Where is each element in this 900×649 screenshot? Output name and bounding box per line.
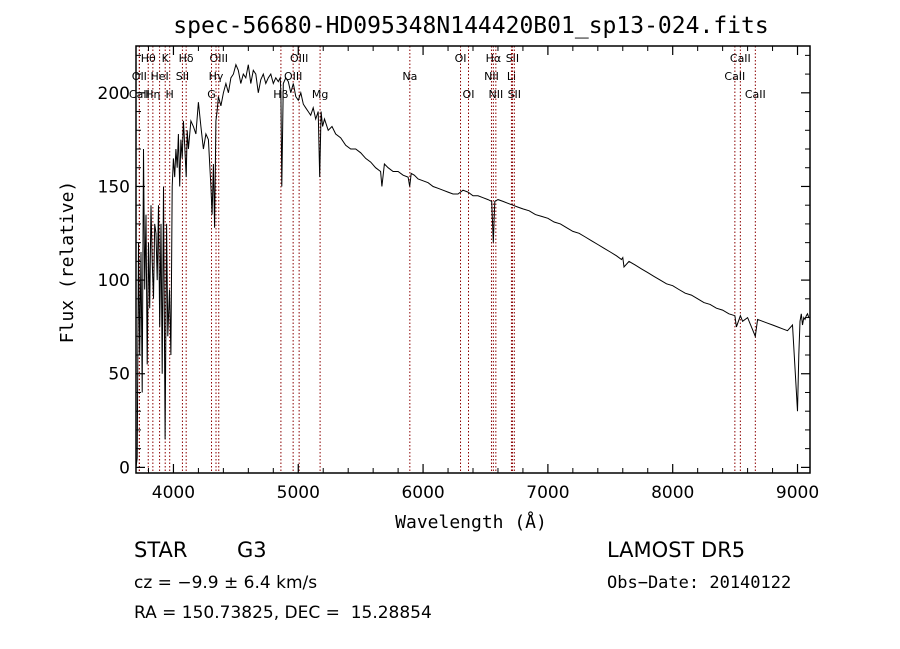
coordinates: RA = 150.73825, DEC = 15.28854 bbox=[134, 603, 432, 623]
y-tick-label: 100 bbox=[98, 271, 130, 291]
line-marker-label: Na bbox=[402, 70, 417, 83]
line-marker-label: OIII bbox=[284, 70, 302, 83]
line-marker-label: SII bbox=[176, 70, 189, 83]
line-marker-label: Hα bbox=[486, 52, 502, 65]
line-marker-label: CaII bbox=[129, 88, 150, 101]
y-tick-label: 0 bbox=[119, 458, 130, 478]
line-marker-label: HeI bbox=[150, 70, 168, 83]
line-marker-label: SII bbox=[506, 52, 519, 65]
line-marker-label: NII bbox=[484, 70, 499, 83]
line-marker-label: OIII bbox=[290, 52, 308, 65]
line-marker-label: OIII bbox=[210, 52, 228, 65]
line-marker-label: NII bbox=[488, 88, 503, 101]
line-marker-label: G bbox=[207, 88, 216, 101]
line-marker-label: OI bbox=[455, 52, 467, 65]
line-marker-label: Li bbox=[507, 70, 516, 83]
line-marker-label: Hθ bbox=[141, 52, 156, 65]
line-marker-label: CaII bbox=[745, 88, 766, 101]
redshift-velocity: cz = −9.9 ± 6.4 km/s bbox=[134, 573, 318, 593]
line-marker-label: Hδ bbox=[179, 52, 194, 65]
chart-title: spec-56680-HD095348N144420B01_sp13-024.f… bbox=[173, 13, 768, 39]
observation-date: Obs−Date: 20140122 bbox=[607, 573, 792, 593]
line-marker-label: K bbox=[162, 52, 170, 65]
line-marker-label: H bbox=[166, 88, 174, 101]
x-tick-label: 9000 bbox=[776, 483, 819, 503]
x-tick-label: 6000 bbox=[401, 483, 444, 503]
y-tick-label: 200 bbox=[98, 84, 130, 104]
line-marker-label: SII bbox=[508, 88, 521, 101]
x-tick-label: 5000 bbox=[277, 483, 320, 503]
spectrum-line-0 bbox=[135, 63, 810, 468]
plot-frame bbox=[135, 45, 811, 474]
y-tick-label: 150 bbox=[98, 177, 130, 197]
line-marker-label: CaII bbox=[730, 52, 751, 65]
line-marker-label: Mg bbox=[312, 88, 328, 101]
y-tick-label: 50 bbox=[108, 365, 130, 385]
line-marker-label: Hη bbox=[145, 88, 160, 101]
object-type: STAR bbox=[134, 538, 188, 562]
line-marker-label: CaII bbox=[724, 70, 745, 83]
survey-release: LAMOST DR5 bbox=[607, 538, 746, 562]
x-tick-label: 8000 bbox=[651, 483, 694, 503]
x-tick-label: 7000 bbox=[526, 483, 569, 503]
subclass: G3 bbox=[237, 538, 267, 562]
y-axis-label: Flux (relative) bbox=[57, 181, 78, 344]
x-tick-label: 4000 bbox=[152, 483, 195, 503]
x-axis-label: Wavelength (Å) bbox=[395, 511, 547, 533]
line-marker-label: OI bbox=[463, 88, 475, 101]
line-marker-label: Hγ bbox=[209, 70, 224, 83]
